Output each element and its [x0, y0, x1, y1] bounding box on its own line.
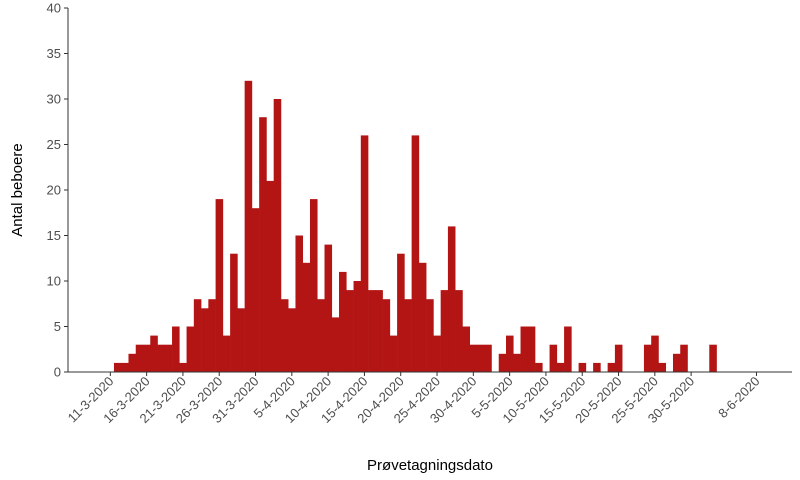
bar [556, 362, 565, 372]
y-tick-label: 20 [47, 183, 61, 198]
bar [643, 344, 652, 372]
bar [651, 335, 659, 372]
bar [266, 180, 274, 372]
bar [273, 99, 282, 372]
bar [201, 308, 209, 372]
x-tick-label: 8-6-2020 [715, 374, 762, 421]
bar [244, 80, 253, 373]
bar [397, 253, 405, 372]
bar [484, 344, 492, 372]
bar [164, 344, 173, 372]
bar [469, 344, 478, 372]
bar [476, 344, 485, 372]
bar [339, 271, 347, 372]
bar [418, 262, 427, 372]
bar [411, 135, 420, 372]
bar [614, 344, 623, 372]
y-tick-label: 15 [47, 228, 61, 243]
bar [143, 344, 151, 372]
bar [309, 199, 318, 372]
bar [593, 362, 601, 372]
bar [353, 281, 362, 372]
bar [150, 335, 158, 372]
bar [121, 362, 129, 372]
bar [135, 344, 144, 372]
bar [433, 335, 441, 372]
bar [607, 362, 616, 372]
bar [128, 353, 137, 372]
bar [680, 344, 688, 372]
bar [346, 290, 354, 372]
y-tick-label: 0 [54, 365, 61, 380]
bar [280, 299, 289, 372]
bar [259, 117, 267, 372]
bar [527, 326, 536, 372]
bar [208, 299, 216, 372]
bar [113, 362, 122, 372]
bar [709, 344, 717, 372]
y-tick-label: 25 [47, 137, 61, 152]
x-ticks-group: 11-3-202016-3-202021-3-202026-3-202031-3… [65, 372, 763, 426]
bar [375, 290, 383, 372]
bar [404, 299, 412, 372]
bar [157, 344, 166, 372]
bar [295, 235, 304, 372]
y-ticks-group: 0 5 10 15 20 25 30 35 40 [47, 1, 68, 380]
bar [237, 308, 245, 372]
y-tick-label: 35 [47, 46, 61, 61]
bar [447, 226, 456, 372]
bar [426, 299, 434, 372]
bar [498, 353, 507, 372]
bar [535, 362, 543, 372]
bar [578, 362, 587, 372]
bar [251, 208, 260, 372]
y-tick-label: 10 [47, 274, 61, 289]
bar [230, 253, 238, 372]
bar [455, 290, 463, 372]
bar [672, 353, 681, 372]
bar [368, 290, 376, 372]
bar [331, 317, 340, 372]
bar [564, 326, 572, 372]
bar [288, 308, 296, 372]
y-tick-label: 40 [47, 1, 61, 16]
x-axis-title: Prøvetagningsdato [367, 457, 493, 474]
bar [302, 262, 311, 372]
bar [520, 326, 529, 372]
y-tick-label: 5 [54, 319, 61, 334]
bar [506, 335, 514, 372]
bar [513, 353, 521, 372]
bar [462, 326, 470, 372]
bars-group [113, 80, 717, 373]
bar [186, 326, 195, 372]
bar [172, 326, 180, 372]
bar [360, 135, 369, 372]
bar [549, 344, 558, 372]
y-tick-label: 30 [47, 92, 61, 107]
bar [382, 299, 391, 372]
y-axis-title: Antal beboere [9, 143, 26, 236]
bar [193, 299, 202, 372]
bar [389, 335, 398, 372]
bar [324, 244, 333, 372]
bar [658, 362, 667, 372]
bar [440, 290, 449, 372]
bar [179, 362, 187, 372]
bar [222, 335, 231, 372]
bar [317, 299, 325, 372]
bar [215, 199, 224, 372]
